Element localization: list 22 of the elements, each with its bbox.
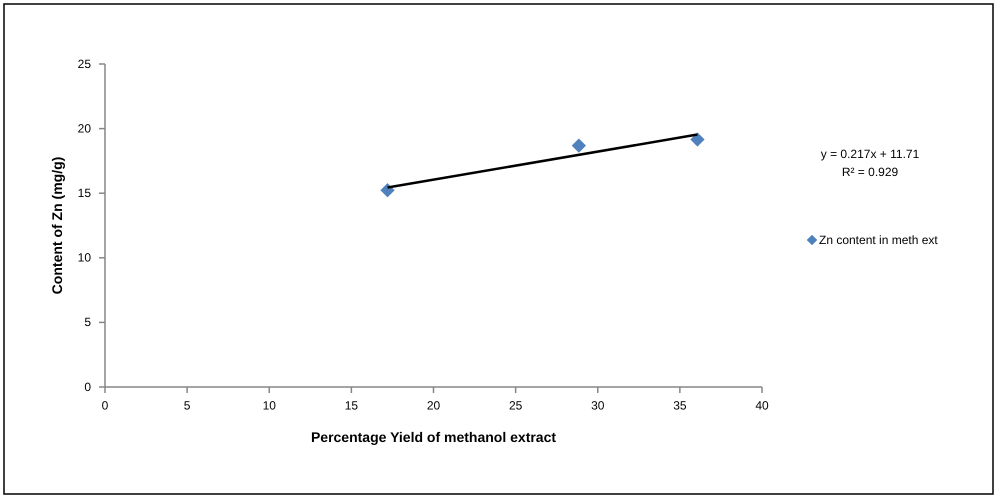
y-tick-label: 10 [78, 250, 92, 265]
x-axis-title: Percentage Yield of methanol extract [310, 429, 556, 445]
x-tick-label: 35 [673, 398, 687, 413]
y-tick-label: 15 [78, 186, 92, 200]
x-tick-label: 10 [262, 398, 276, 413]
x-tick-label: 20 [426, 398, 440, 413]
x-tick-label: 0 [102, 398, 109, 413]
point [690, 132, 705, 147]
y-axis-title: Content of Zn (mg/g) [49, 156, 65, 294]
y-tick-label: 25 [78, 56, 92, 71]
y-tick-label: 5 [84, 315, 92, 330]
x-tick-label: 25 [508, 398, 523, 413]
y-tick-label: 0 [84, 380, 92, 394]
y-tick-label: 20 [78, 121, 92, 136]
point [572, 138, 586, 153]
x-tick-label: 5 [184, 398, 191, 413]
text: y = 0.217x + 11.71 [820, 147, 920, 161]
x-tick-label: 40 [755, 398, 769, 413]
x-tick-label: 30 [591, 398, 605, 413]
x-tick-label: 15 [344, 398, 358, 413]
text: R² = 0.929 [842, 165, 899, 179]
legend-label: Zn content in meth ext [819, 233, 938, 247]
